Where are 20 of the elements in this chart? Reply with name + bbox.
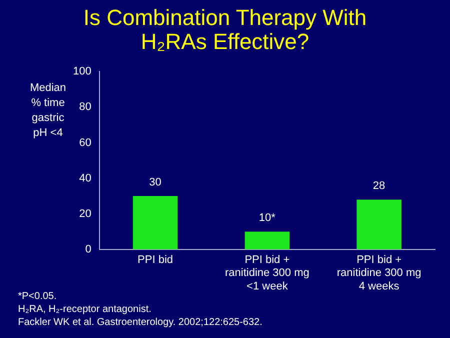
y-tick-label: 60 <box>79 136 92 149</box>
y-tick-label: 0 <box>85 243 92 256</box>
y-axis-title: Median % time gastric pH <4 <box>28 81 68 141</box>
data-label: 28 <box>372 180 386 192</box>
y-tick-label: 100 <box>72 66 92 78</box>
data-label: 30 <box>149 176 162 189</box>
chart-title: Is Combination Therapy With H₂RAs Effective? <box>82 5 368 54</box>
x-tick-label: PPI bid + ranitidine 300 mg <1 week <box>224 254 310 292</box>
text: H₂RA, H₂-receptor antagonist. <box>18 303 152 316</box>
text: Fackler WK et al. Gastroenterology. 2002;122:625-632. <box>18 316 262 329</box>
bar <box>244 232 290 250</box>
text: *P<0.05. <box>18 291 57 302</box>
y-tick-label: 40 <box>79 172 92 184</box>
y-tick-label: 20 <box>79 208 92 220</box>
x-tick-label: PPI bid + ranitidine 300 mg 4 weeks <box>336 254 422 292</box>
x-tick-label: PPI bid <box>138 254 174 266</box>
bar <box>132 196 178 250</box>
bar <box>356 200 402 250</box>
y-tick-label: 80 <box>79 101 92 114</box>
data-label: 10* <box>258 212 276 224</box>
